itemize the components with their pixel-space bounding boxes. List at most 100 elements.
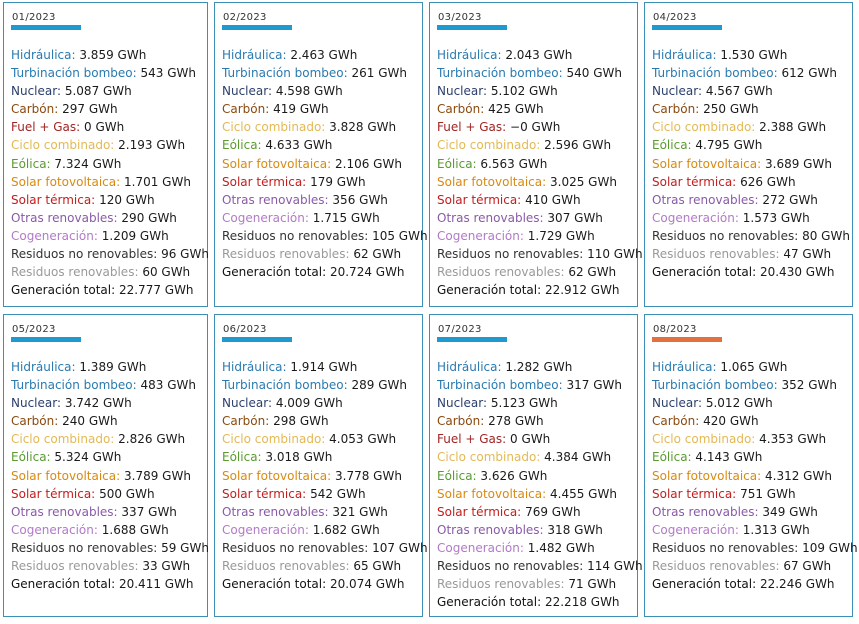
source-label: Ciclo combinado: [222,120,326,135]
generation-row-generacion-total: Generación total: 20.074 GWh [222,575,428,593]
source-label: Eólica: [652,138,692,153]
generation-row-carbon: Carbón: 250 GWh [652,100,850,118]
generation-row-solar-termica: Solar térmica: 179 GWh [222,173,428,191]
generation-row-turbinacion: Turbinación bombeo: 317 GWh [437,376,643,394]
generation-row-ciclo: Ciclo combinado: 2.596 GWh [437,136,643,154]
source-value: 20.724 GWh [329,265,405,280]
generation-row-eolica: Eólica: 4.795 GWh [652,136,850,154]
generation-row-ciclo: Ciclo combinado: 2.826 GWh [11,430,209,448]
source-value: 317 GWh [566,378,623,393]
source-value: 3.789 GWh [124,468,191,483]
source-label: Turbinación bombeo: [11,66,137,81]
month-indicator-bar [11,25,81,30]
generation-row-nuclear: Nuclear: 5.087 GWh [11,82,209,100]
generation-row-residuos-no-renovables: Residuos no renovables: 105 GWh [222,227,428,245]
generation-row-nuclear: Nuclear: 3.742 GWh [11,394,209,412]
source-value: 60 GWh [142,265,191,280]
source-value: 4.353 GWh [759,432,827,447]
generation-row-residuos-renovables: Residuos renovables: 67 GWh [652,557,858,575]
generation-row-residuos-renovables: Residuos renovables: 71 GWh [437,575,643,593]
source-label: Nuclear: [652,84,703,99]
generation-row-carbon: Carbón: 240 GWh [11,412,209,430]
month-card: 01/2023 Hidráulica: 3.859 GWh Turbinación … [3,2,209,307]
generation-list: Hidráulica: 2.463 GWh Turbinación bombeo:… [222,46,428,281]
source-value: 179 GWh [310,174,366,189]
generation-row-hidraulica: Hidráulica: 1.389 GWh [11,358,209,376]
generation-row-eolica: Eólica: 3.626 GWh [437,467,643,485]
source-label: Residuos renovables: [222,559,350,574]
generation-row-cogeneracion: Cogeneración: 1.313 GWh [652,521,858,539]
month-label: 05/2023 [12,324,56,335]
source-label: Fuel + Gas: [437,120,507,135]
source-value: 1.209 GWh [101,228,169,243]
source-label: Residuos no renovables: [11,540,158,555]
source-label: Carbón: [652,414,700,429]
generation-row-otras-renovables: Otras renovables: 307 GWh [437,209,643,227]
generation-list: Hidráulica: 3.859 GWh Turbinación bombeo:… [11,46,209,299]
generation-row-nuclear: Nuclear: 5.012 GWh [652,394,858,412]
generation-row-carbon: Carbón: 278 GWh [437,412,643,430]
generation-row-fuel-gas: Fuel + Gas: −0 GWh [437,118,643,136]
generation-row-otras-renovables: Otras renovables: 290 GWh [11,209,209,227]
month-indicator-bar [222,337,292,342]
source-label: Eólica: [222,138,262,153]
generation-row-eolica: Eólica: 5.324 GWh [11,448,209,466]
source-value: 420 GWh [703,414,759,429]
source-value: 3.626 GWh [480,468,548,483]
generation-row-carbon: Carbón: 425 GWh [437,100,643,118]
source-value: 356 GWh [332,192,388,207]
generation-row-nuclear: Nuclear: 5.123 GWh [437,394,643,412]
source-label: Fuel + Gas: [437,432,507,447]
source-label: Carbón: [222,102,270,117]
source-value: 3.828 GWh [329,120,397,135]
month-label: 02/2023 [223,12,267,23]
source-label: Residuos no renovables: [222,540,369,555]
source-label: Solar fotovoltaica: [11,468,121,483]
generation-row-cogeneracion: Cogeneración: 1.688 GWh [11,521,209,539]
source-label: Ciclo combinado: [437,450,541,465]
source-value: 272 GWh [762,192,818,207]
source-value: 67 GWh [783,559,832,574]
source-label: Residuos no renovables: [652,540,799,555]
source-value: 62 GWh [353,247,402,262]
generation-row-turbinacion: Turbinación bombeo: 540 GWh [437,64,643,82]
generation-row-hidraulica: Hidráulica: 3.859 GWh [11,46,209,64]
generation-row-turbinacion: Turbinación bombeo: 612 GWh [652,64,850,82]
source-value: 500 GWh [99,486,155,501]
source-label: Generación total: [437,283,542,298]
source-value: 425 GWh [488,102,544,117]
source-label: Solar fotovoltaica: [222,156,332,171]
source-label: Otras renovables: [437,522,544,537]
source-label: Residuos renovables: [437,265,565,280]
source-label: Hidráulica: [11,360,76,374]
source-value: 4.384 GWh [544,450,612,465]
source-label: Carbón: [11,414,59,429]
source-label: Turbinación bombeo: [222,66,348,81]
generation-row-cogeneracion: Cogeneración: 1.482 GWh [437,539,643,557]
generation-row-otras-renovables: Otras renovables: 318 GWh [437,521,643,539]
generation-list: Hidráulica: 1.530 GWh Turbinación bombeo:… [652,46,850,281]
source-label: Turbinación bombeo: [437,66,563,81]
source-value: 349 GWh [762,504,818,519]
source-value: 1.914 GWh [290,360,358,374]
source-value: 2.388 GWh [759,120,827,135]
month-label: 06/2023 [223,324,267,335]
source-label: Carbón: [437,414,485,429]
source-label: Solar térmica: [652,174,737,189]
generation-row-eolica: Eólica: 7.324 GWh [11,155,209,173]
source-label: Residuos no renovables: [437,247,584,262]
source-value: 321 GWh [332,504,388,519]
generation-list: Hidráulica: 1.282 GWh Turbinación bombeo:… [437,358,643,611]
source-value: 1.729 GWh [527,228,595,243]
source-value: 22.912 GWh [544,283,620,298]
month-card: 07/2023 Hidráulica: 1.282 GWh Turbinación … [429,314,643,617]
source-value: 0 GWh [84,120,125,135]
generation-row-solar-termica: Solar térmica: 626 GWh [652,173,850,191]
source-value: 483 GWh [140,378,197,393]
generation-list: Hidráulica: 1.914 GWh Turbinación bombeo:… [222,358,428,593]
generation-row-generacion-total: Generación total: 22.218 GWh [437,593,643,611]
source-label: Eólica: [437,156,477,171]
source-label: Generación total: [437,595,542,610]
source-value: 1.065 GWh [720,360,788,374]
source-value: 4.053 GWh [329,432,397,447]
